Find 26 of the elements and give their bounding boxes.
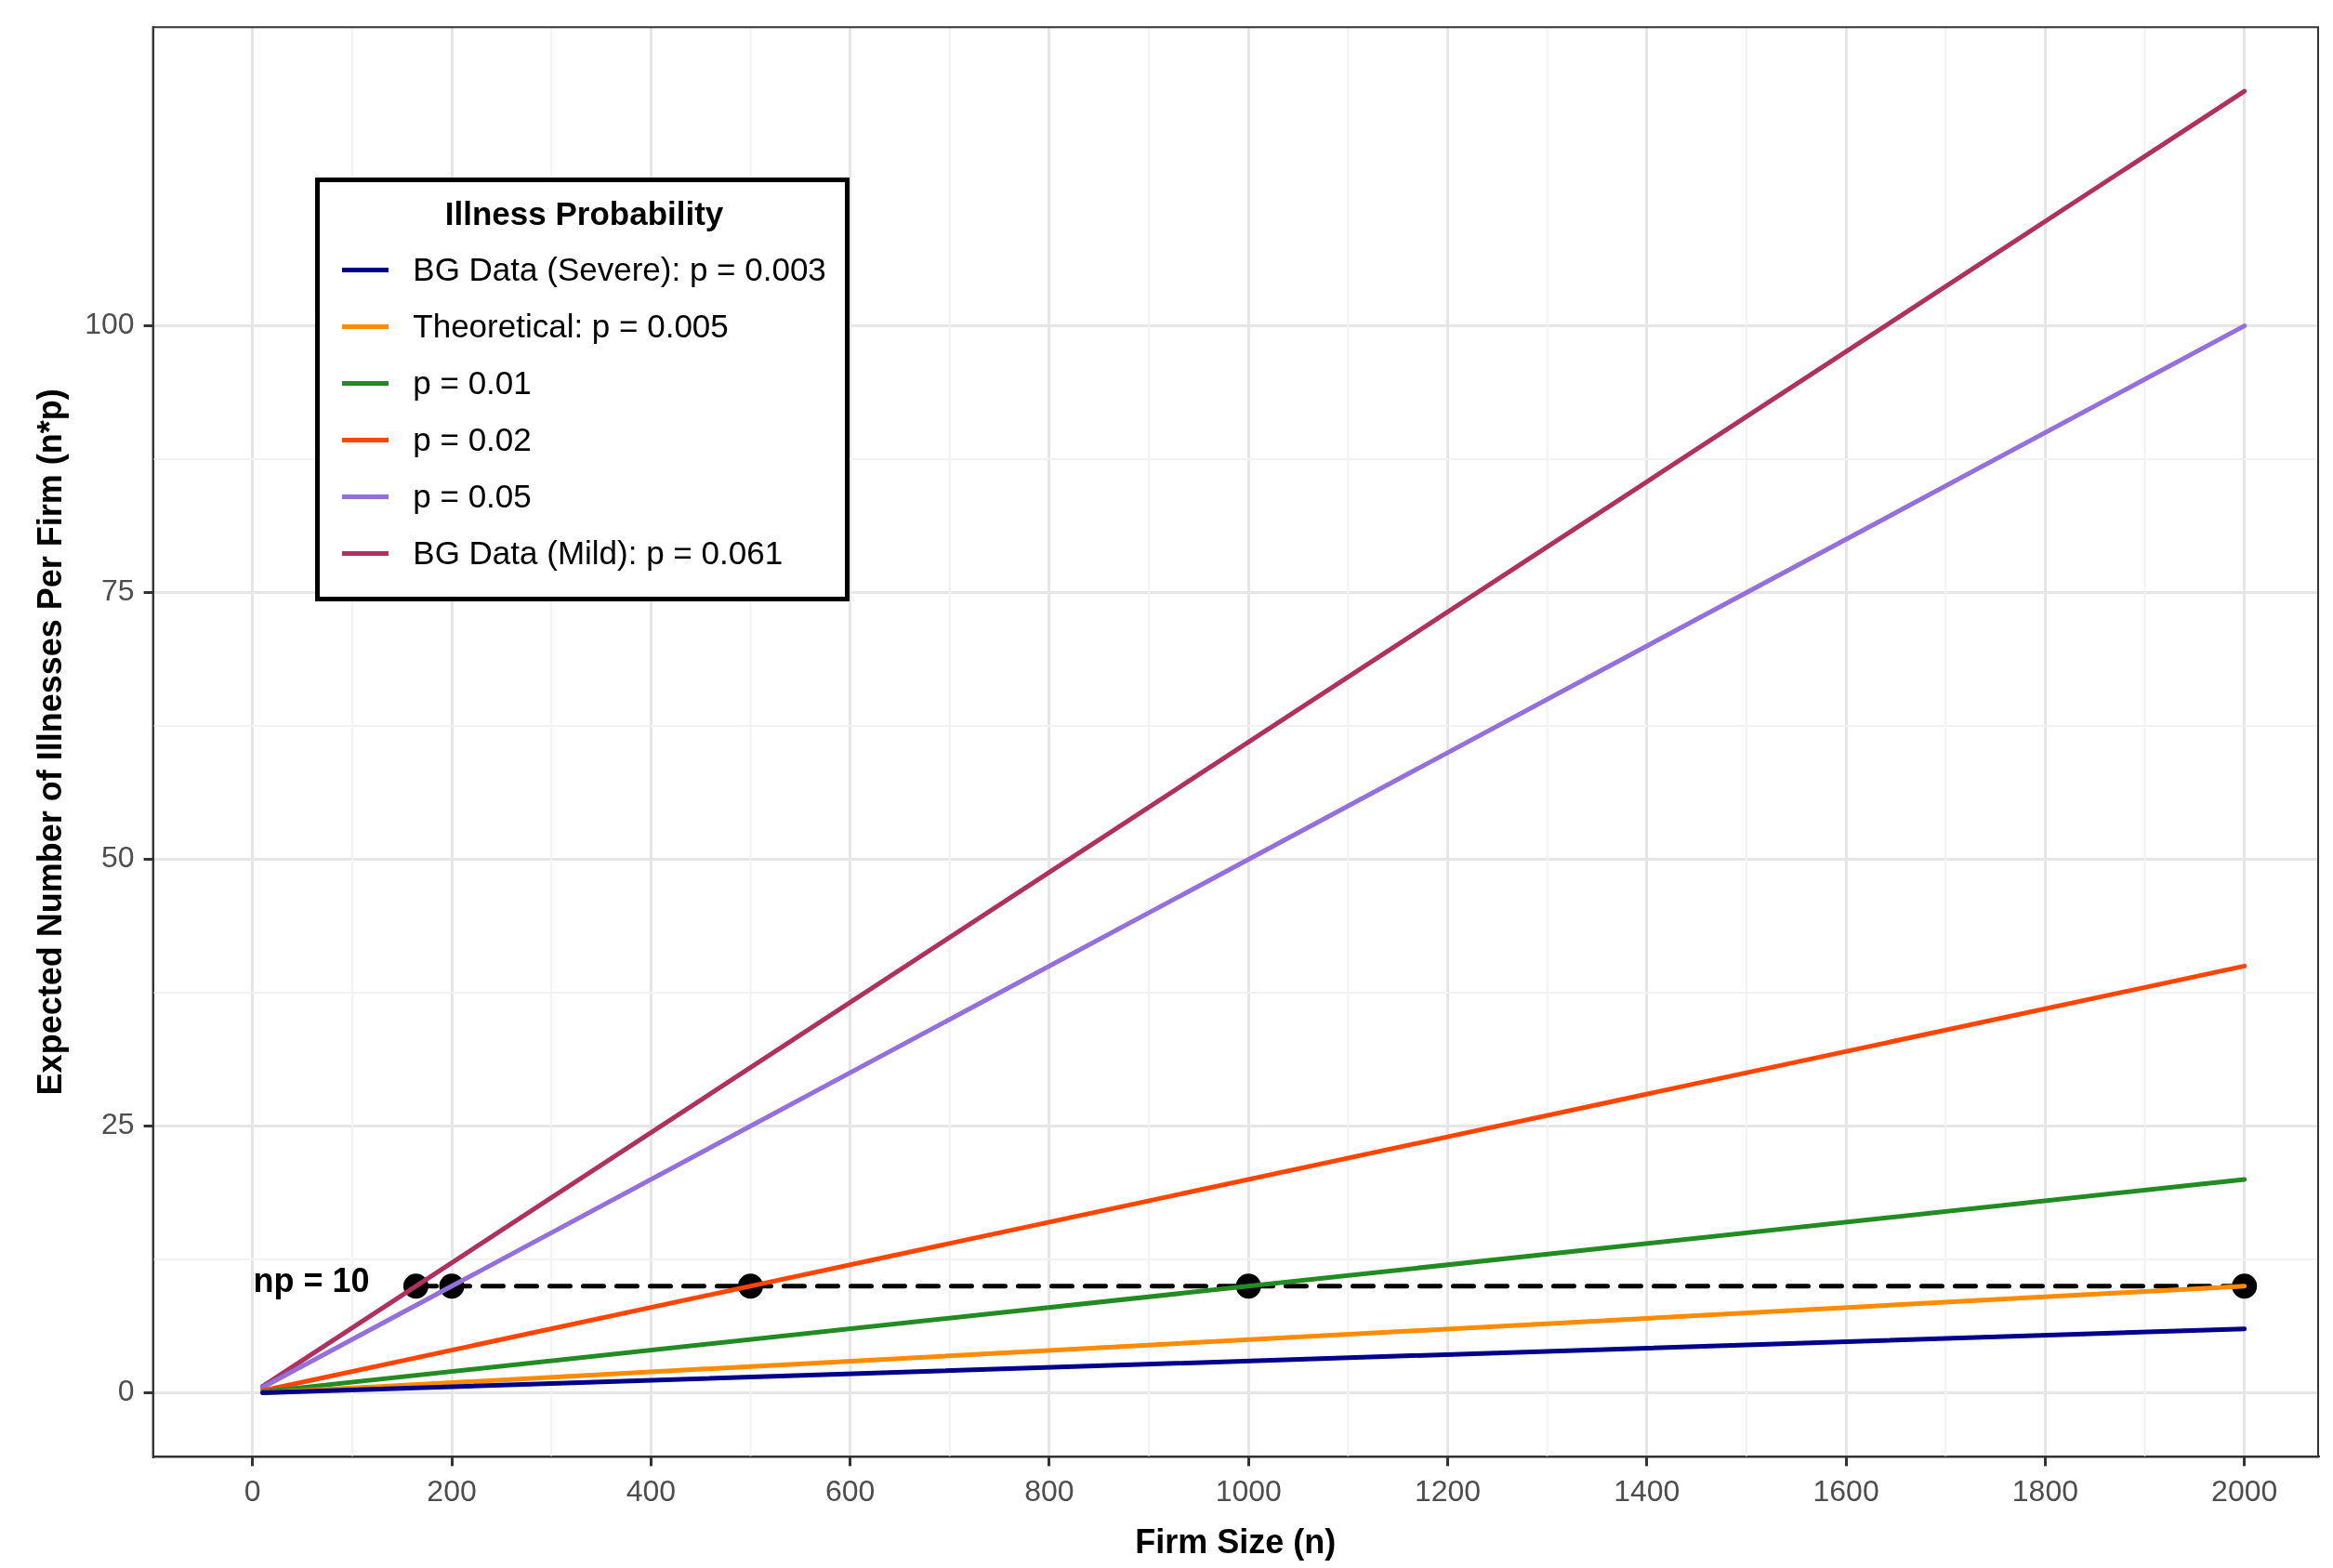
x-tick-label: 1800 [2011, 1474, 2079, 1509]
legend-label: p = 0.02 [413, 421, 532, 459]
x-tick-label: 1000 [1215, 1474, 1282, 1509]
legend-label: p = 0.01 [413, 364, 532, 402]
legend-label: BG Data (Severe): p = 0.003 [413, 251, 826, 289]
y-tick-label: 25 [101, 1107, 135, 1141]
y-tick-label: 75 [101, 573, 135, 608]
y-tick-label: 100 [85, 307, 135, 341]
y-tick-label: 50 [101, 840, 135, 875]
legend-label: p = 0.05 [413, 478, 532, 516]
y-tick-label: 0 [117, 1374, 135, 1408]
x-tick-label: 1200 [1414, 1474, 1482, 1509]
x-tick-label: 400 [626, 1474, 677, 1509]
x-tick-label: 600 [824, 1474, 876, 1509]
x-axis-title: Firm Size (n) [1135, 1522, 1337, 1561]
legend-label: Theoretical: p = 0.005 [413, 308, 729, 346]
x-tick-label: 200 [427, 1474, 477, 1509]
y-axis-title: Expected Number of Illnesses Per Firm (n*p) [30, 389, 69, 1096]
x-tick-label: 800 [1024, 1474, 1074, 1509]
x-tick-label: 1600 [1812, 1474, 1879, 1509]
legend-title: Illness Probability [443, 194, 725, 232]
x-tick-label: 0 [244, 1474, 261, 1509]
x-tick-label: 2000 [2211, 1474, 2278, 1509]
annotation: np = 10 [253, 1260, 370, 1299]
x-tick-label: 1400 [1614, 1474, 1681, 1509]
legend-label: BG Data (Mild): p = 0.061 [413, 534, 784, 573]
